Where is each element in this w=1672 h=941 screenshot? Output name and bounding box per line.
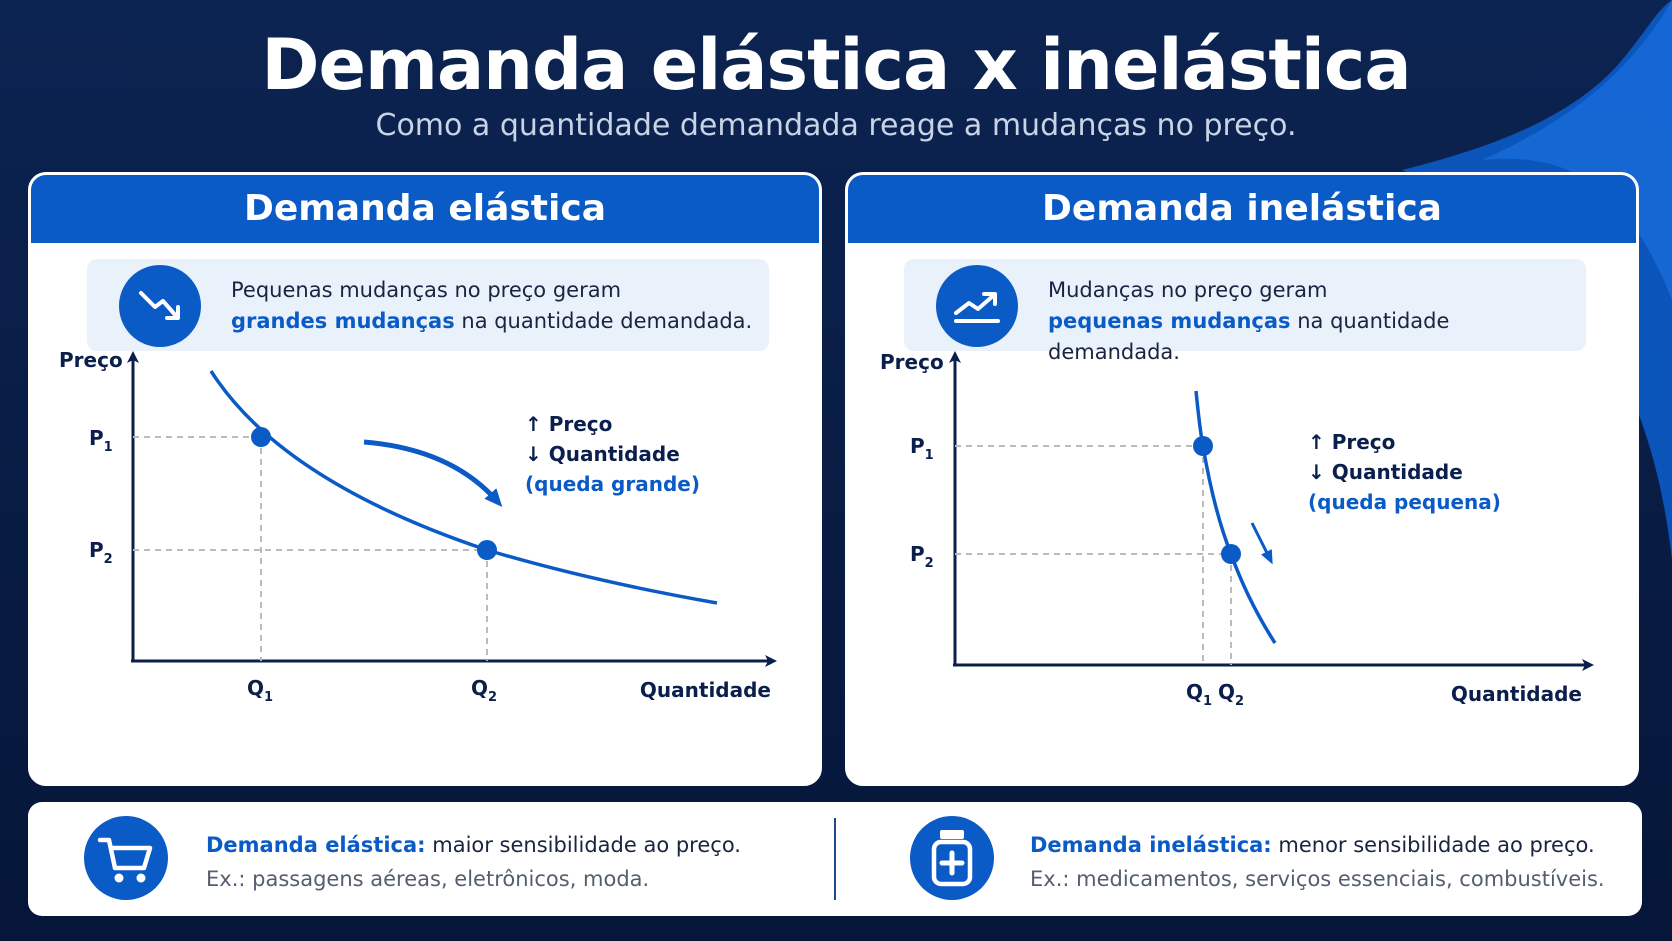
inelastic-p2-label: P2	[910, 542, 934, 571]
inelastic-q2-label: Q2	[1218, 680, 1244, 709]
inelastic-info-box: Mudanças no preço geram pequenas mudança…	[904, 259, 1586, 364]
page-subtitle: Como a quantidade demandada reage a muda…	[375, 108, 1297, 143]
shopping-cart-icon	[84, 816, 168, 900]
inelastic-chart: Preço Quantidade P1 P2 Q1 Q2 ↑ Preço ↓ Q…	[880, 351, 1594, 709]
elastic-legend-quantity: ↓ Quantidade	[525, 442, 680, 466]
inelastic-info-line2: pequenas mudanças na quantidade demandad…	[1048, 306, 1586, 368]
elastic-info-line1: Pequenas mudanças no preço geram	[231, 278, 622, 302]
elastic-info-box: Pequenas mudanças no preço geram grandes…	[87, 259, 769, 351]
inelastic-legend-note: (queda pequena)	[1308, 490, 1501, 514]
inelastic-info-highlight: pequenas mudanças	[1048, 309, 1291, 333]
elastic-q1-label: Q1	[247, 676, 273, 705]
inelastic-y-axis-label: Preço	[880, 351, 944, 374]
inelastic-summary-example: Ex.: medicamentos, serviços essenciais, …	[1030, 867, 1605, 891]
elastic-info-line2: grandes mudanças na quantidade demandada…	[231, 306, 752, 337]
elastic-info-rest: na quantidade demandada.	[454, 309, 753, 333]
inelastic-summary-line: Demanda inelástica: menor sensibilidade …	[1030, 828, 1605, 862]
inelastic-summary: Demanda inelástica: menor sensibilidade …	[1030, 828, 1605, 896]
elastic-y-axis-label: Preço	[59, 351, 123, 372]
inelastic-info-text: Mudanças no preço geram pequenas mudança…	[1048, 275, 1586, 368]
elastic-point-1	[251, 427, 271, 447]
inelastic-summary-desc: menor sensibilidade ao preço.	[1271, 833, 1595, 857]
elastic-info-highlight: grandes mudanças	[231, 309, 455, 333]
page-title: Demanda elástica x inelástica	[261, 24, 1411, 106]
medicine-bottle-icon	[910, 816, 994, 900]
summary-bar: Demanda elástica: maior sensibilidade ao…	[28, 802, 1642, 916]
inelastic-q1-label: Q1	[1186, 680, 1212, 709]
inelastic-info-rest: na quantidade demandada.	[1048, 309, 1450, 364]
summary-divider	[834, 818, 836, 900]
background-swoosh	[1402, 0, 1672, 560]
elastic-info-text: Pequenas mudanças no preço geram grandes…	[231, 275, 752, 337]
inelastic-point-2	[1221, 544, 1241, 564]
inelastic-card: Demanda inelástica Mudanças no preço ger…	[845, 172, 1639, 786]
inelastic-point-1	[1193, 436, 1213, 456]
inelastic-demand-curve	[1194, 390, 1277, 644]
elastic-card-header: Demanda elástica	[31, 175, 819, 243]
inelastic-movement-arrow	[1250, 522, 1273, 565]
elastic-card: Demanda elástica Pequenas mudanças no pr…	[28, 172, 822, 786]
elastic-point-2	[477, 540, 497, 560]
elastic-chart: Preço Quantidade P1 P2 Q1 Q2 ↑ Preço ↓ Q…	[59, 351, 777, 705]
elastic-x-axis-label: Quantidade	[640, 678, 771, 702]
elastic-movement-arrow	[363, 439, 503, 507]
trend-down-icon	[119, 265, 201, 347]
inelastic-card-header: Demanda inelástica	[848, 175, 1636, 243]
inelastic-legend-quantity: ↓ Quantidade	[1308, 460, 1463, 484]
elastic-summary-desc: maior sensibilidade ao preço.	[425, 833, 741, 857]
elastic-q2-label: Q2	[471, 676, 497, 705]
elastic-p2-label: P2	[89, 538, 113, 567]
elastic-summary-line: Demanda elástica: maior sensibilidade ao…	[206, 828, 741, 862]
elastic-summary: Demanda elástica: maior sensibilidade ao…	[206, 828, 741, 896]
elastic-summary-example: Ex.: passagens aéreas, eletrônicos, moda…	[206, 867, 650, 891]
inelastic-x-axis-label: Quantidade	[1451, 682, 1582, 706]
inelastic-p1-label: P1	[910, 434, 934, 463]
inelastic-info-line1: Mudanças no preço geram	[1048, 278, 1328, 302]
trend-up-icon	[936, 265, 1018, 347]
inelastic-summary-title: Demanda inelástica:	[1030, 833, 1272, 857]
elastic-p1-label: P1	[89, 426, 113, 455]
elastic-legend-note: (queda grande)	[525, 472, 700, 496]
elastic-legend-price: ↑ Preço	[525, 412, 612, 436]
elastic-summary-title: Demanda elástica:	[206, 833, 426, 857]
inelastic-legend-price: ↑ Preço	[1308, 430, 1395, 454]
